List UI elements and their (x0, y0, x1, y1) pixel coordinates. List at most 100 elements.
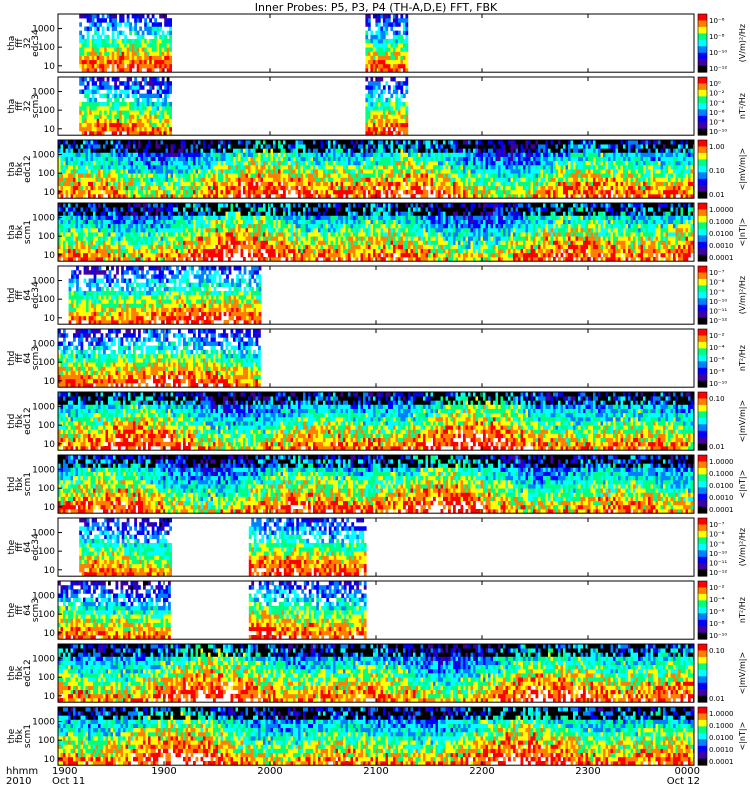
spectrogram-cell (60, 140, 64, 145)
spectrogram-cell (278, 152, 281, 157)
spectrogram-cell (530, 148, 534, 153)
spectrogram-cell (123, 185, 126, 191)
spectrogram-cell (155, 160, 159, 166)
spectrogram-cell (368, 156, 371, 162)
spectrogram-cell (425, 177, 429, 182)
spectrogram-cell (68, 203, 71, 208)
spectrogram-cell (88, 140, 91, 145)
spectrogram-cell (382, 43, 386, 48)
spectrogram-cell (143, 152, 146, 157)
spectrogram-cell (345, 164, 349, 170)
spectrogram-cell (615, 173, 619, 178)
spectrogram-cell (260, 185, 264, 191)
spectrogram-cell (68, 185, 71, 191)
spectrogram-cell (130, 160, 134, 166)
spectrogram-cell (378, 160, 381, 166)
spectrogram-cell (418, 160, 421, 166)
spectrogram-cell (393, 181, 396, 187)
spectrogram-cell (158, 177, 161, 182)
spectrogram-cell (575, 169, 579, 174)
spectrogram-cell (308, 194, 311, 199)
spectrogram-cell (240, 140, 244, 145)
spectrogram-cell (149, 126, 152, 132)
spectrogram-cell (225, 189, 229, 195)
spectrogram-cell (665, 189, 669, 195)
spectrogram-cell (413, 169, 416, 174)
spectrogram-cell (510, 144, 514, 149)
spectrogram-cell (370, 89, 374, 94)
spectrogram-cell (133, 177, 136, 182)
spectrogram-cell (610, 185, 614, 191)
spectrogram-cell (298, 194, 301, 199)
spectrogram-cell (392, 18, 396, 23)
spectrogram-cell (605, 169, 609, 174)
spectrogram-cell (160, 169, 164, 174)
spectrogram-cell (345, 169, 349, 174)
spectrogram-cell (400, 126, 404, 132)
spectrogram-cell (161, 118, 165, 124)
spectrogram-cell (505, 177, 509, 182)
spectrogram-cell (650, 156, 654, 162)
spectrogram-cell (86, 106, 90, 111)
spectrogram-cell (395, 14, 399, 19)
spectrogram-cell (116, 93, 120, 99)
spectrogram-cell (245, 185, 249, 191)
spectrogram-cell (290, 177, 294, 182)
spectrogram-cell (678, 181, 681, 187)
spectrogram-cell (655, 194, 659, 199)
spectrogram-cell (225, 144, 229, 149)
spectrogram-cell (365, 114, 369, 119)
spectrogram-cell (408, 189, 411, 195)
spectrogram-cell (570, 181, 574, 187)
spectrogram-cell (63, 181, 66, 187)
spectrogram-cell (73, 177, 76, 182)
spectrogram-cell (68, 156, 71, 162)
spectrogram-cell (114, 59, 117, 65)
spectrogram-cell (548, 144, 551, 149)
spectrogram-cell (85, 164, 89, 170)
spectrogram-cell (535, 177, 539, 182)
spectrogram-cell (363, 148, 366, 153)
spectrogram-cell (377, 114, 381, 119)
spectrogram-cell (145, 160, 149, 166)
spectrogram-cell (673, 140, 676, 145)
spectrogram-cell (680, 148, 684, 153)
spectrogram-cell (164, 18, 167, 23)
spectrogram-cell (149, 81, 152, 86)
spectrogram-cell (210, 156, 214, 162)
spectrogram-cell (84, 85, 87, 90)
spectrogram-cell (535, 164, 539, 170)
spectrogram-cell (675, 189, 679, 195)
spectrogram-cell (164, 55, 167, 61)
spectrogram-cell (430, 185, 434, 191)
spectrogram-cell (230, 189, 234, 195)
spectrogram-cell (73, 148, 76, 153)
spectrogram-cell (545, 177, 549, 182)
spectrogram-cell (70, 248, 74, 254)
spectrogram-cell (303, 144, 306, 149)
spectrogram-cell (63, 215, 66, 220)
spectrogram-cell (248, 156, 251, 162)
spectrogram-cell (548, 185, 551, 191)
spectrogram-cell (79, 118, 82, 124)
spectrogram-cell (548, 164, 551, 170)
spectrogram-cell (425, 156, 429, 162)
spectrogram-cell (350, 194, 354, 199)
spectrogram-cell (430, 169, 434, 174)
spectrogram-cell (159, 55, 162, 61)
spectrogram-cell (385, 131, 389, 136)
spectrogram-cell (382, 18, 386, 23)
spectrogram-cell (658, 148, 661, 153)
spectrogram-cell (470, 148, 474, 153)
spectrogram-cell (91, 110, 95, 115)
spectrogram-cell (154, 34, 157, 40)
spectrogram-cell (278, 169, 281, 174)
spectrogram-cell (146, 26, 150, 31)
spectrogram-cell (208, 164, 211, 170)
spectrogram-cell (193, 140, 196, 145)
spectrogram-cell (343, 152, 346, 157)
spectrogram-cell (328, 194, 331, 199)
spectrogram-cell (153, 152, 156, 157)
spectrogram-cell (450, 164, 454, 170)
spectrogram-cell (555, 189, 559, 195)
